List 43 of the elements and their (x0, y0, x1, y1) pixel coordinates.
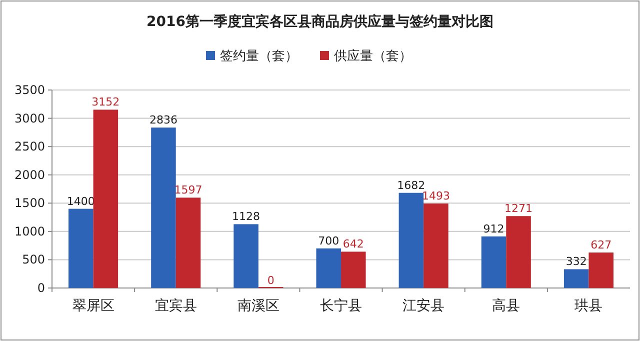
y-tick-label: 3000 (14, 111, 45, 126)
y-tick-label: 500 (22, 252, 45, 267)
data-label: 912 (483, 222, 504, 236)
chart-title: 2016第一季度宜宾各区县商品房供应量与签约量对比图 (146, 13, 494, 30)
x-tick-label: 宜宾县 (154, 298, 197, 314)
bar (176, 198, 201, 288)
data-label: 2836 (149, 114, 178, 127)
y-tick-label: 1500 (14, 196, 45, 210)
x-tick-label: 南溪区 (237, 298, 280, 314)
data-label: 1682 (397, 178, 426, 192)
bar (588, 252, 614, 288)
bar (234, 224, 258, 288)
bar (68, 208, 94, 288)
y-tick-label: 2500 (14, 140, 45, 154)
x-tick-label: 珙县 (574, 298, 603, 314)
bar (151, 128, 176, 288)
bar (93, 110, 118, 288)
legend-label: 签约量（套） (220, 49, 298, 64)
x-tick-label: 翠屏区 (72, 298, 114, 314)
data-label: 1400 (66, 194, 95, 208)
x-tick-label: 江安县 (402, 298, 445, 314)
data-label: 332 (566, 255, 587, 268)
data-label: 3152 (92, 96, 120, 109)
data-label: 627 (590, 238, 612, 252)
y-tick-label: 3500 (14, 83, 45, 97)
data-label: 642 (342, 238, 364, 251)
data-label: 0 (267, 274, 274, 287)
data-label: 1128 (232, 210, 260, 224)
y-tick-label: 1000 (14, 224, 45, 238)
bar (506, 216, 531, 288)
y-tick-label: 0 (37, 281, 45, 295)
legend-label: 供应量（套） (334, 48, 412, 64)
bar (316, 248, 341, 288)
y-tick-label: 2000 (14, 168, 45, 182)
bar (481, 236, 506, 288)
bar (398, 192, 424, 288)
data-label: 700 (318, 234, 340, 248)
x-tick-label: 长宁县 (320, 298, 362, 314)
bar (424, 204, 448, 288)
bar (564, 269, 589, 288)
bar (341, 252, 366, 288)
data-label: 1271 (504, 202, 533, 216)
x-tick-label: 高县 (492, 298, 520, 314)
